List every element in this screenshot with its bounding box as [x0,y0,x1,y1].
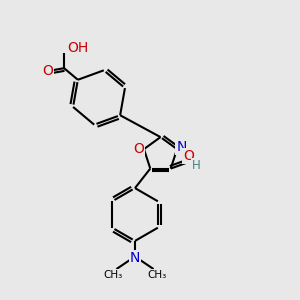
Text: N: N [176,140,187,154]
Text: O: O [134,142,144,156]
Text: CH₃: CH₃ [103,269,122,280]
Text: H: H [192,159,201,172]
Text: CH₃: CH₃ [148,269,167,280]
Text: N: N [130,251,140,265]
Text: OH: OH [67,41,88,55]
Text: O: O [42,64,52,78]
Text: O: O [183,148,194,163]
